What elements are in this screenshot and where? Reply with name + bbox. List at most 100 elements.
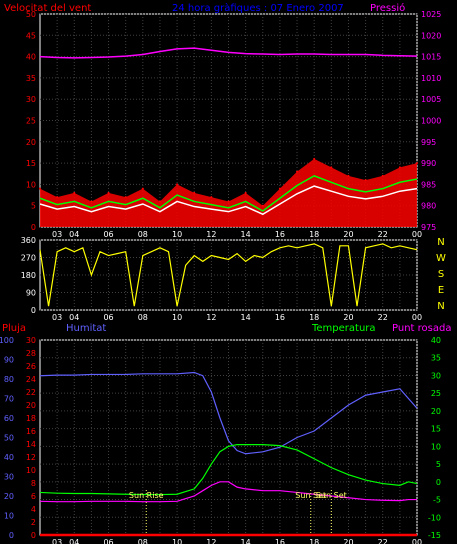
y-tick-rain: 30 — [4, 473, 14, 482]
y-tick-left: 15 — [26, 159, 36, 168]
y-tick-right: 995 — [421, 138, 436, 147]
x-tick-label: 10 — [172, 538, 182, 544]
wind-point — [158, 200, 161, 203]
x-tick-label: 12 — [206, 230, 216, 239]
y-tick-left: 30 — [26, 95, 36, 104]
x-tick-label: 12 — [206, 538, 216, 544]
y-tick-temperature: -10 — [428, 513, 441, 522]
chart-date-title: 24 hora gràfiques : 07 Enero 2007 — [172, 2, 344, 14]
y-tick-direction: 360 — [21, 236, 36, 245]
y-tick-right: 985 — [421, 180, 436, 189]
x-tick-label: 14 — [241, 230, 251, 239]
y-tick-left: 35 — [26, 74, 36, 83]
temperature-line — [39, 443, 418, 496]
wind-point — [330, 166, 333, 169]
x-tick-label: 04 — [69, 230, 79, 239]
x-tick-label: 22 — [378, 230, 388, 239]
wind-point — [124, 196, 127, 199]
wind-point — [416, 162, 418, 165]
x-tick-label: 20 — [343, 230, 353, 239]
y-tick-temperature: 35 — [431, 354, 441, 363]
wind-point — [313, 157, 316, 160]
wind-point — [261, 204, 264, 207]
series-layer — [39, 47, 418, 537]
y-tick-humidity: 14 — [26, 440, 36, 449]
y-tick-rain: 50 — [4, 434, 14, 443]
y-tick-right: 975 — [421, 223, 436, 232]
y-tick-humidity: 20 — [26, 401, 36, 410]
wind-point — [398, 166, 401, 169]
y-tick-left: 20 — [26, 138, 36, 147]
x-tick-label: 03 — [52, 230, 62, 239]
x-tick-label: 03 — [52, 313, 62, 322]
y-tick-humidity: 0 — [31, 531, 36, 540]
y-tick-rain: 60 — [4, 414, 14, 423]
x-tick-label: 06 — [103, 230, 113, 239]
compass-label: N — [437, 301, 444, 312]
x-tick-label: 16 — [275, 230, 285, 239]
y-tick-rain: 80 — [4, 375, 14, 384]
y-tick-humidity: 12 — [26, 453, 36, 462]
wind-speed-area — [40, 158, 417, 227]
y-tick-temperature: 20 — [431, 407, 441, 416]
wind-point — [296, 170, 299, 173]
y-tick-rain: 10 — [4, 512, 14, 521]
y-tick-left: 45 — [26, 31, 36, 40]
wind-mean-line — [39, 175, 418, 212]
y-tick-temperature: 5 — [436, 460, 441, 469]
direction-line — [39, 243, 418, 307]
x-tick-label: 14 — [241, 313, 251, 322]
humidity-line — [39, 371, 418, 455]
y-tick-temperature: 10 — [431, 442, 441, 451]
x-tick-label: 16 — [275, 538, 285, 544]
y-tick-temperature: -15 — [428, 531, 441, 540]
x-tick-label: 18 — [309, 538, 319, 544]
wind-point — [39, 187, 41, 190]
sun-marker-label: Sun Rise — [129, 491, 164, 500]
x-tick-label: 08 — [138, 538, 148, 544]
y-tick-rain: 100 — [0, 336, 14, 345]
wind-point — [176, 183, 179, 186]
y-tick-left: 25 — [26, 117, 36, 126]
x-tick-label: 04 — [69, 538, 79, 544]
y-tick-humidity: 6 — [31, 492, 36, 501]
wind-point — [210, 196, 213, 199]
y-tick-left: 10 — [26, 180, 36, 189]
wind-point — [73, 191, 76, 194]
y-tick-left: 50 — [26, 10, 36, 19]
wind-point — [244, 191, 247, 194]
compass-label: E — [438, 285, 444, 296]
y-tick-rain: 90 — [4, 356, 14, 365]
x-tick-label: 12 — [206, 313, 216, 322]
y-tick-left: 40 — [26, 53, 36, 62]
y-tick-rain: 40 — [4, 453, 14, 462]
y-tick-left: 5 — [31, 202, 36, 211]
x-tick-label: 22 — [378, 313, 388, 322]
x-tick-label: 06 — [103, 313, 113, 322]
y-tick-direction: 180 — [21, 271, 36, 280]
x-tick-label: 18 — [309, 313, 319, 322]
dewpoint-title: Punt rosada — [392, 323, 451, 334]
x-tick-label: 20 — [343, 313, 353, 322]
humidity-title: Humitat — [66, 323, 106, 334]
y-tick-humidity: 16 — [26, 427, 36, 436]
x-tick-label: 00 — [412, 538, 422, 544]
temperature-title: Temperatura — [311, 323, 376, 334]
y-tick-humidity: 24 — [26, 375, 36, 384]
x-tick-label: 08 — [138, 230, 148, 239]
compass-label: N — [437, 237, 444, 248]
wind-point — [107, 191, 110, 194]
x-tick-label: 22 — [378, 538, 388, 544]
wind-point — [278, 187, 281, 190]
wind-point — [90, 200, 93, 203]
y-tick-temperature: 40 — [431, 336, 441, 345]
pressure-title: Pressió — [370, 2, 405, 14]
y-tick-right: 1015 — [421, 53, 441, 62]
y-tick-humidity: 22 — [26, 388, 36, 397]
y-tick-rain: 0 — [9, 531, 14, 540]
wind-point — [227, 200, 230, 203]
x-tick-label: 10 — [172, 230, 182, 239]
y-tick-direction: 90 — [26, 289, 36, 298]
y-tick-humidity: 4 — [31, 505, 36, 514]
wind-point — [364, 179, 367, 182]
